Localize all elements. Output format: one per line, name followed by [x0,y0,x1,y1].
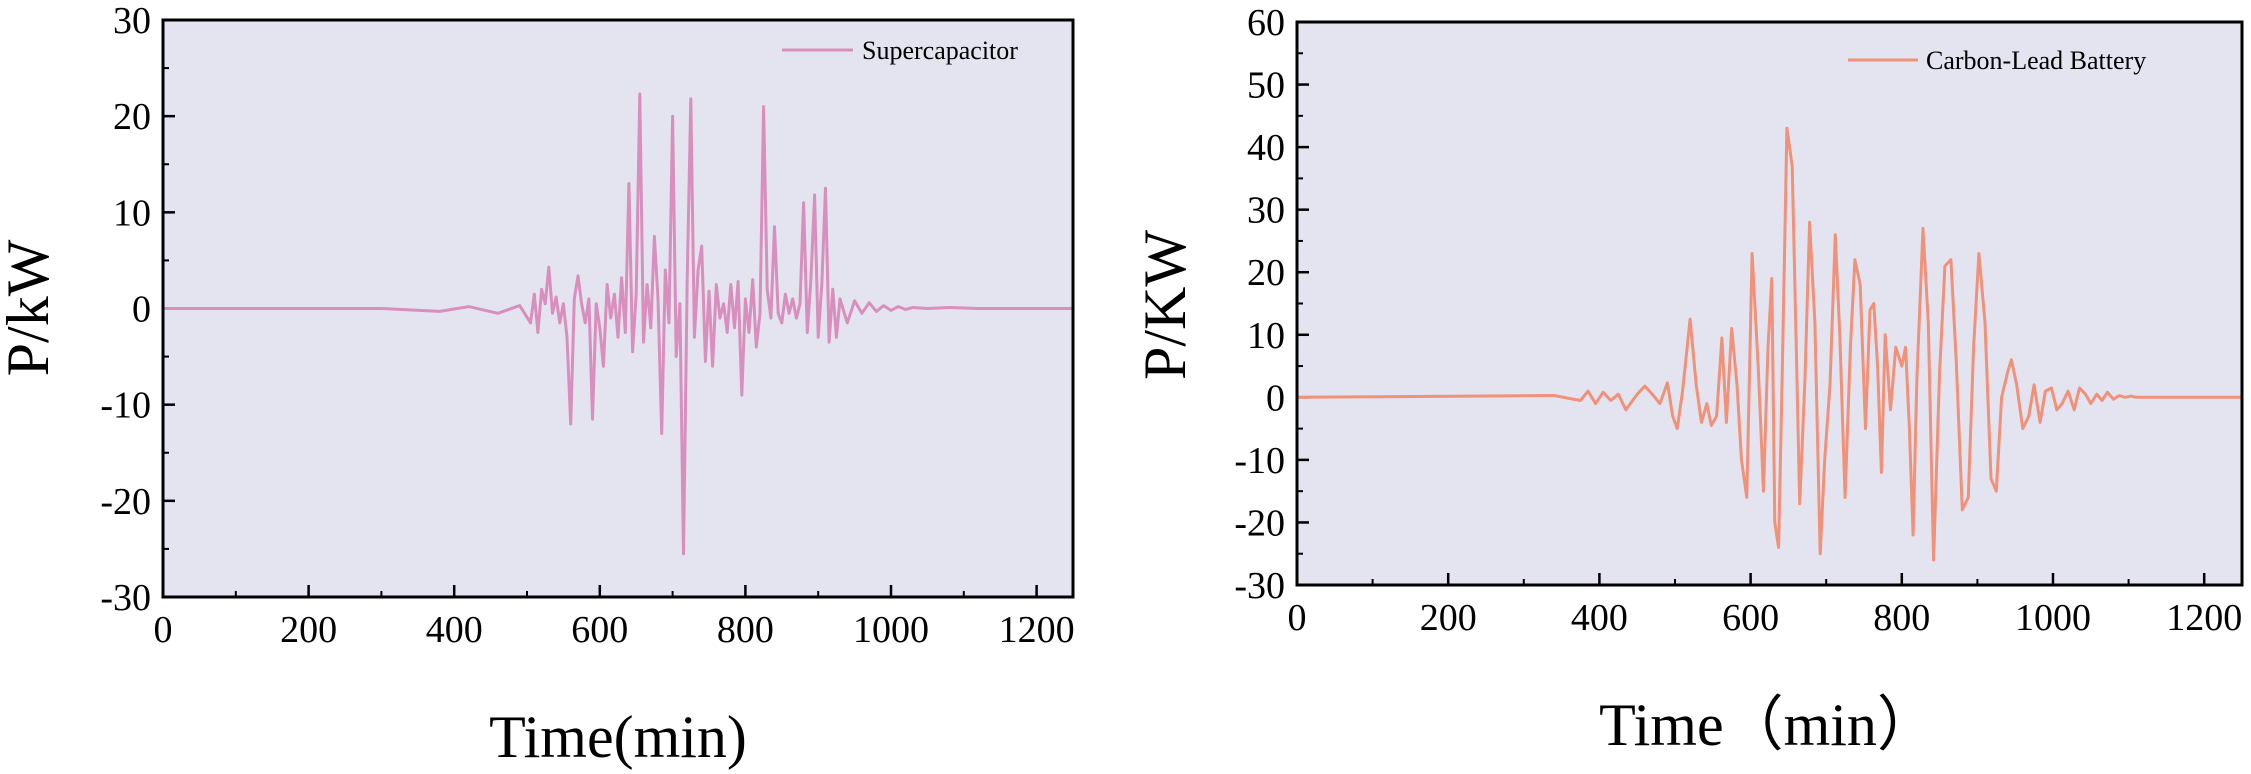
y-tick-label: 20 [113,96,151,138]
y-tick-label: 0 [1266,377,1285,419]
y-tick-label: -10 [100,385,151,427]
y-tick-label: 30 [1247,190,1285,232]
y-axis-title: P/KW [1132,230,1198,380]
y-tick-label: -20 [100,481,151,523]
y-axis-title: P/kW [0,239,61,376]
y-tick-label: 60 [1247,2,1285,44]
y-tick-label: 0 [132,289,151,331]
legend-label-carbon-lead-battery: Carbon-Lead Battery [1926,46,2146,75]
series-line-supercapacitor [163,92,1073,556]
x-axis-title: Time(min) [489,704,747,770]
chart-carbon-lead-battery: 0 200 400 600 800 1000 1200 -30 -20 -10 0 10 20 30 40 5… [1132,2,2244,758]
y-tick-label: 40 [1247,127,1285,169]
x-tick-label: 200 [1420,597,1477,639]
plot-frame [1295,20,2244,587]
legend: Carbon-Lead Battery [1848,46,2146,75]
plot-frame [161,18,1075,599]
series-line-carbon-lead-battery [1296,126,2242,562]
x-tick-label: 1200 [999,609,1075,651]
x-tick-label: 1000 [853,609,929,651]
x-tick-label: 600 [571,609,628,651]
y-tick-label: 10 [113,192,151,234]
y-tick-label: -20 [1234,502,1285,544]
chart-supercapacitor: 0 200 400 600 800 1000 1200 -30 -20 -10 0 10 20 30 Su… [0,0,1075,770]
y-tick-label: 10 [1247,315,1285,357]
legend: Supercapacitor [782,36,1018,65]
x-tick-label: 400 [1571,597,1628,639]
x-tick-label: 600 [1722,597,1779,639]
x-axis-title: Time（min） [1599,692,1937,758]
y-tick-label: -30 [1234,565,1285,607]
y-tick-label: 50 [1247,65,1285,107]
y-tick-label: 30 [113,0,151,42]
x-tick-label: 1000 [2015,597,2091,639]
x-tick-label: 0 [1288,597,1307,639]
x-tick-label: 400 [426,609,483,651]
ticks: 0 200 400 600 800 1000 1200 -30 -20 -10 0 10 20 30 40 5… [1234,2,2242,639]
ticks: 0 200 400 600 800 1000 1200 -30 -20 -10 0 10 20 30 [100,0,1074,651]
y-tick-label: -30 [100,577,151,619]
y-tick-label: -10 [1234,440,1285,482]
x-tick-label: 200 [280,609,337,651]
y-tick-label: 20 [1247,252,1285,294]
series-marks [163,92,1073,556]
series-marks [1296,126,2242,562]
legend-label-supercapacitor: Supercapacitor [862,36,1018,65]
x-tick-label: 800 [717,609,774,651]
x-tick-label: 0 [154,609,173,651]
x-tick-label: 1200 [2166,597,2242,639]
x-tick-label: 800 [1873,597,1930,639]
